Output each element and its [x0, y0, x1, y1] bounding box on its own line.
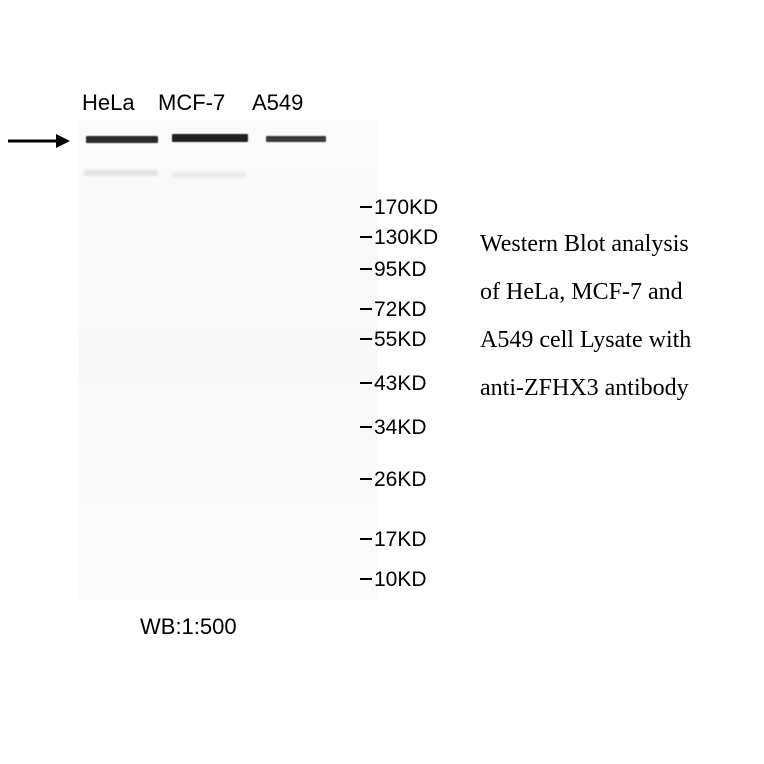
- band-a549: [266, 136, 326, 142]
- caption-line: anti-ZFHX3 antibody: [480, 364, 740, 412]
- mw-tick: [360, 206, 372, 208]
- mw-label: 170KD: [374, 196, 438, 220]
- figure-container: HeLa MCF-7 A549 170KD 130KD 95KD 72KD 55KD 43…: [0, 0, 764, 764]
- faint-band-2: [172, 172, 246, 178]
- mw-label: 130KD: [374, 226, 438, 250]
- mw-tick: [360, 478, 372, 480]
- caption-line: Western Blot analysis: [480, 220, 740, 268]
- mw-label: 34KD: [374, 416, 427, 440]
- blot-membrane: [78, 120, 378, 600]
- mw-tick: [360, 338, 372, 340]
- figure-caption: Western Blot analysisof HeLa, MCF-7 andA…: [480, 220, 740, 412]
- mw-tick: [360, 426, 372, 428]
- mw-tick: [360, 382, 372, 384]
- lane-label-mcf7: MCF-7: [158, 90, 225, 116]
- lane-label-hela: HeLa: [82, 90, 135, 116]
- mw-label: 17KD: [374, 528, 427, 552]
- lane-label-a549: A549: [252, 90, 303, 116]
- mw-tick: [360, 578, 372, 580]
- caption-line: A549 cell Lysate with: [480, 316, 740, 364]
- mw-label: 10KD: [374, 568, 427, 592]
- faint-band-1: [84, 170, 158, 176]
- band-hela: [86, 136, 158, 143]
- target-band-arrow-icon: [8, 132, 70, 150]
- mw-tick: [360, 538, 372, 540]
- mw-tick: [360, 236, 372, 238]
- mw-tick: [360, 268, 372, 270]
- caption-line: of HeLa, MCF-7 and: [480, 268, 740, 316]
- mw-label: 43KD: [374, 372, 427, 396]
- band-mcf7: [172, 134, 248, 142]
- mw-label: 95KD: [374, 258, 427, 282]
- wb-dilution-label: WB:1:500: [140, 614, 237, 640]
- mw-label: 72KD: [374, 298, 427, 322]
- mw-label: 26KD: [374, 468, 427, 492]
- mw-label: 55KD: [374, 328, 427, 352]
- mw-tick: [360, 308, 372, 310]
